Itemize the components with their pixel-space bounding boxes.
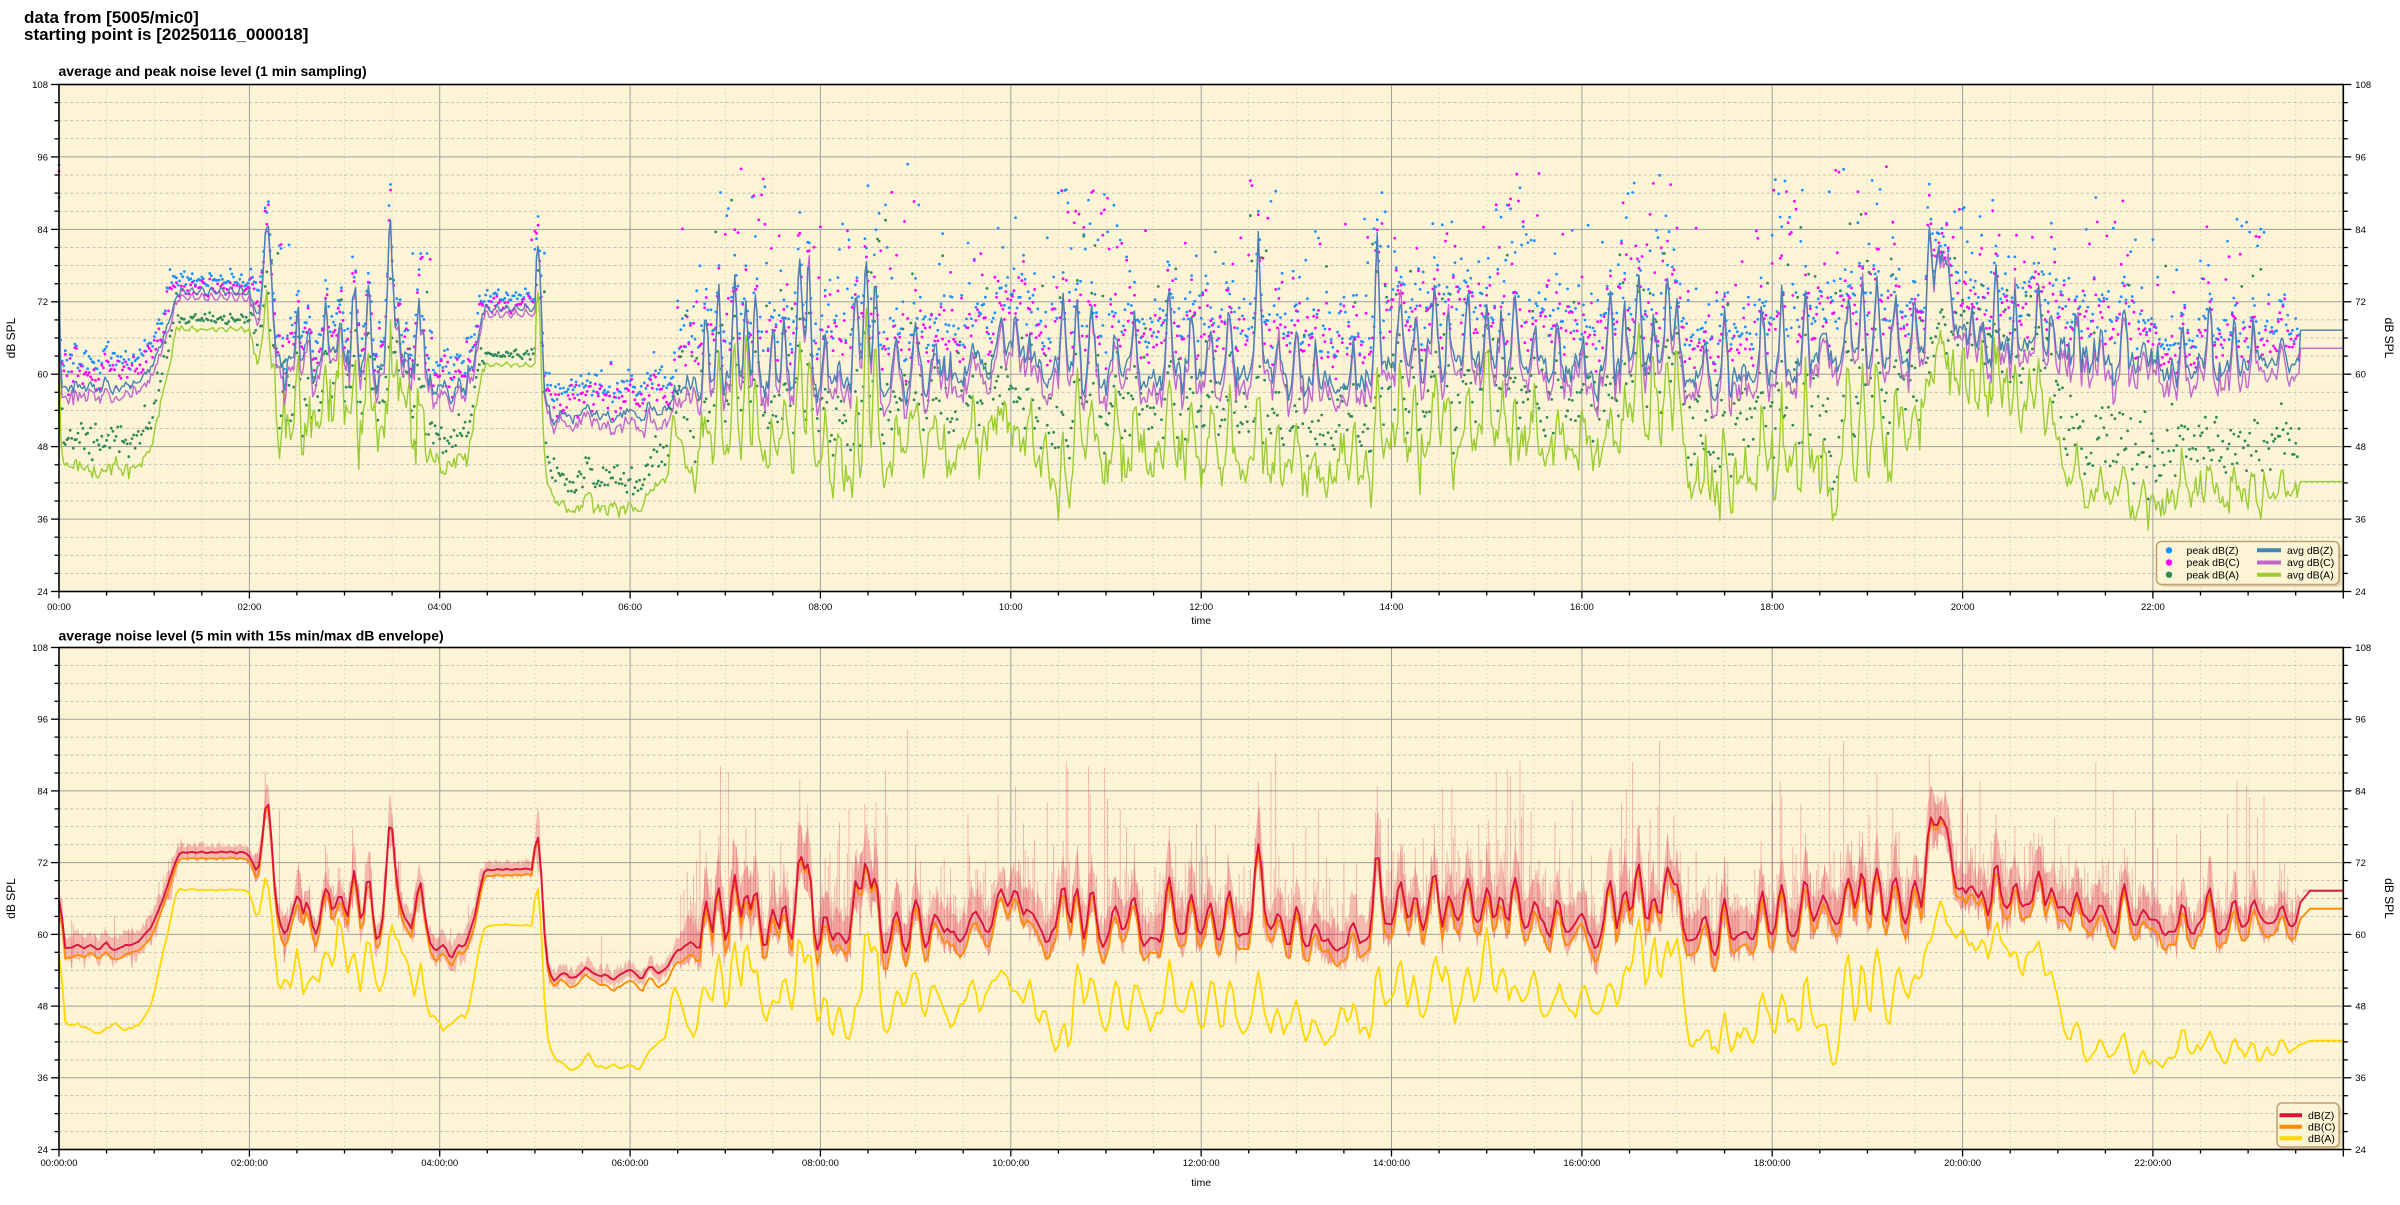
svg-text:60: 60 (37, 370, 48, 381)
svg-text:dB(C): dB(C) (2308, 1121, 2335, 1133)
svg-text:84: 84 (2355, 225, 2366, 236)
svg-text:14:00: 14:00 (1380, 602, 1404, 613)
svg-text:00:00:00: 00:00:00 (41, 1158, 78, 1169)
svg-text:48: 48 (37, 442, 48, 453)
svg-text:dB(A): dB(A) (2308, 1133, 2335, 1145)
svg-text:peak dB(Z): peak dB(Z) (2187, 545, 2239, 557)
svg-text:time: time (1191, 1177, 1211, 1189)
svg-text:avg dB(C): avg dB(C) (2287, 557, 2334, 569)
svg-text:10:00:00: 10:00:00 (992, 1158, 1029, 1169)
svg-text:48: 48 (37, 1002, 48, 1013)
svg-text:06:00:00: 06:00:00 (612, 1158, 649, 1169)
svg-text:108: 108 (2355, 643, 2371, 654)
svg-text:48: 48 (2355, 1002, 2366, 1013)
svg-text:108: 108 (32, 643, 48, 654)
svg-text:08:00: 08:00 (809, 602, 833, 613)
svg-text:20:00:00: 20:00:00 (1944, 1158, 1981, 1169)
svg-text:dB(Z): dB(Z) (2308, 1110, 2334, 1122)
svg-text:72: 72 (37, 297, 48, 308)
svg-text:22:00: 22:00 (2141, 602, 2165, 613)
svg-text:14:00:00: 14:00:00 (1373, 1158, 1410, 1169)
svg-text:peak dB(A): peak dB(A) (2187, 569, 2240, 581)
svg-text:96: 96 (37, 152, 48, 163)
svg-text:10:00: 10:00 (999, 602, 1023, 613)
svg-text:84: 84 (37, 786, 48, 797)
svg-text:36: 36 (37, 515, 48, 526)
svg-text:average noise level (5 min wit: average noise level (5 min with 15s min/… (59, 628, 444, 644)
svg-text:72: 72 (2355, 858, 2366, 869)
svg-text:12:00:00: 12:00:00 (1183, 1158, 1220, 1169)
svg-text:20:00: 20:00 (1951, 602, 1975, 613)
svg-text:22:00:00: 22:00:00 (2134, 1158, 2171, 1169)
svg-text:24: 24 (37, 1145, 48, 1156)
svg-text:60: 60 (2355, 930, 2366, 941)
svg-text:time: time (1191, 615, 1211, 627)
svg-text:60: 60 (2355, 370, 2366, 381)
svg-text:96: 96 (2355, 715, 2366, 726)
svg-text:peak dB(C): peak dB(C) (2187, 557, 2240, 569)
svg-text:04:00:00: 04:00:00 (421, 1158, 458, 1169)
svg-text:84: 84 (2355, 786, 2366, 797)
svg-text:18:00: 18:00 (1760, 602, 1784, 613)
svg-text:24: 24 (2355, 587, 2366, 598)
svg-text:08:00:00: 08:00:00 (802, 1158, 839, 1169)
svg-text:72: 72 (37, 858, 48, 869)
svg-text:72: 72 (2355, 297, 2366, 308)
svg-text:02:00:00: 02:00:00 (231, 1158, 268, 1169)
svg-text:average and peak noise level (: average and peak noise level (1 min samp… (59, 63, 367, 79)
svg-text:04:00: 04:00 (428, 602, 452, 613)
svg-text:06:00: 06:00 (618, 602, 642, 613)
svg-text:108: 108 (2355, 80, 2371, 91)
svg-text:dB SPL: dB SPL (4, 878, 18, 919)
svg-text:36: 36 (37, 1073, 48, 1084)
svg-text:96: 96 (37, 715, 48, 726)
svg-text:60: 60 (37, 930, 48, 941)
svg-text:24: 24 (37, 587, 48, 598)
svg-text:avg dB(A): avg dB(A) (2287, 569, 2334, 581)
svg-text:data from [5005/mic0]: data from [5005/mic0] (24, 8, 199, 27)
svg-text:36: 36 (2355, 515, 2366, 526)
svg-text:starting point is [20250116_00: starting point is [20250116_000018] (24, 25, 308, 44)
svg-text:96: 96 (2355, 152, 2366, 163)
svg-text:18:00:00: 18:00:00 (1754, 1158, 1791, 1169)
svg-text:dB SPL: dB SPL (4, 317, 18, 358)
svg-text:16:00: 16:00 (1570, 602, 1594, 613)
svg-text:108: 108 (32, 80, 48, 91)
svg-text:dB SPL: dB SPL (2382, 318, 2396, 359)
svg-text:dB SPL: dB SPL (2382, 878, 2396, 919)
svg-text:12:00: 12:00 (1189, 602, 1213, 613)
svg-text:02:00: 02:00 (238, 602, 262, 613)
svg-text:84: 84 (37, 225, 48, 236)
svg-text:16:00:00: 16:00:00 (1563, 1158, 1600, 1169)
svg-text:avg dB(Z): avg dB(Z) (2287, 545, 2333, 557)
svg-text:48: 48 (2355, 442, 2366, 453)
svg-text:00:00: 00:00 (47, 602, 71, 613)
svg-text:36: 36 (2355, 1073, 2366, 1084)
svg-text:24: 24 (2355, 1145, 2366, 1156)
